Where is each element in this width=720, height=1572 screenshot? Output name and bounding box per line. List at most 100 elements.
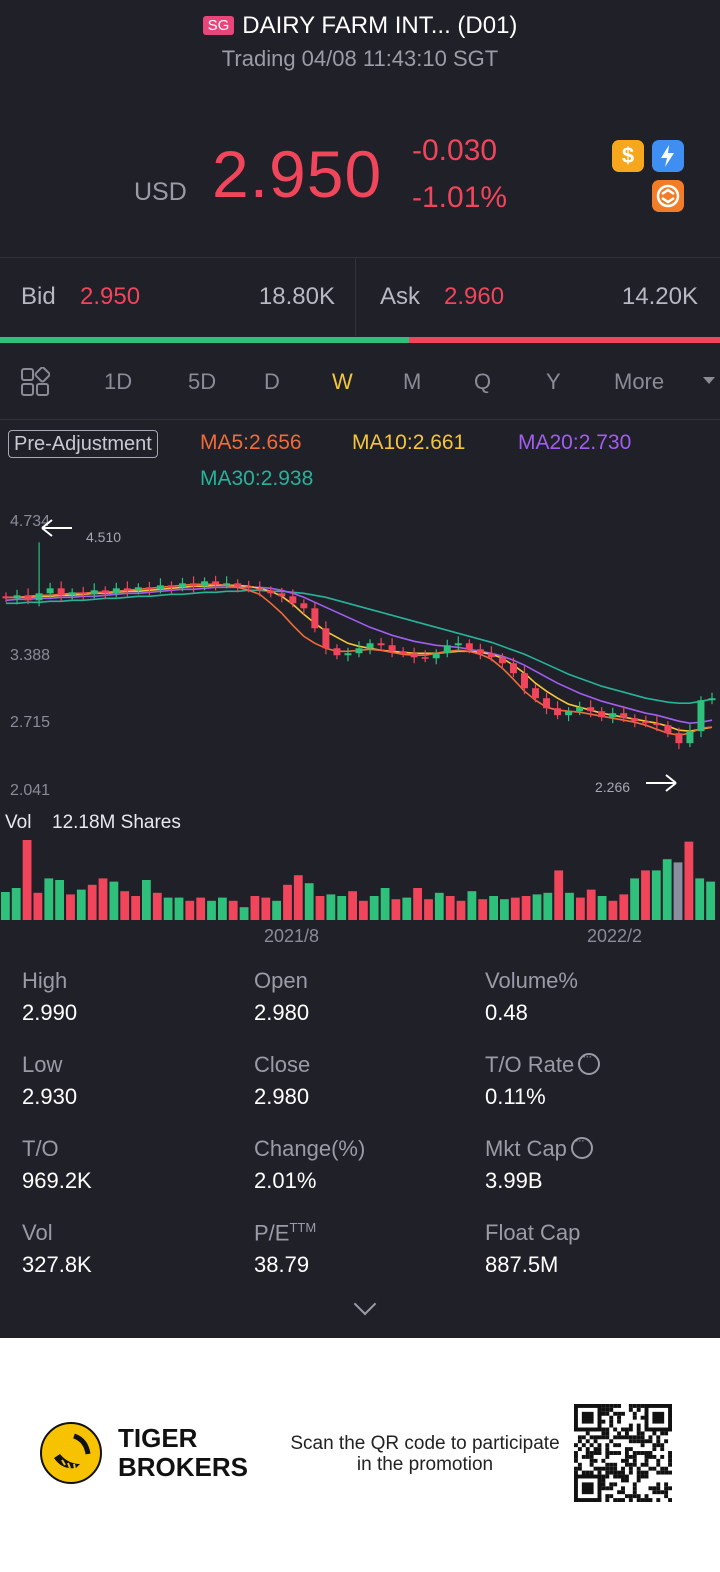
qr-module [613, 1462, 618, 1467]
qr-module [640, 1431, 645, 1436]
volume-bar [434, 892, 444, 920]
chevron-down-icon[interactable] [353, 1292, 377, 1316]
candlestick-chart[interactable]: 4.734 3.388 2.715 2.041 4.510 2.266 Vol … [0, 500, 720, 950]
qr-module [640, 1435, 645, 1440]
qr-module [617, 1470, 622, 1475]
candle [46, 582, 54, 598]
volume-bar [597, 896, 607, 920]
qr-module [589, 1470, 594, 1475]
stat-label: Change(%) [254, 1136, 366, 1161]
pre-adjustment-button[interactable]: Pre-Adjustment [8, 430, 158, 458]
stock-title[interactable]: SG DAIRY FARM INT... (D01) [0, 12, 720, 40]
qr-module [632, 1482, 637, 1487]
volume-bar [55, 880, 64, 920]
period-tabs: 1D 5D D W M Q Y More [0, 343, 720, 419]
volume-bar [337, 896, 347, 920]
brand-line: BROKERS [118, 1452, 249, 1482]
candle [267, 586, 275, 598]
candle [377, 637, 385, 650]
volume-bar [630, 878, 639, 920]
candle [410, 647, 418, 664]
qr-module [585, 1431, 590, 1436]
qr-module [601, 1427, 606, 1432]
tab-q[interactable]: Q [474, 369, 492, 394]
qr-module [628, 1462, 633, 1467]
dollar-icon[interactable]: $ [612, 140, 644, 172]
volume-bar [478, 899, 488, 920]
qr-module [624, 1474, 629, 1479]
qr-module [589, 1462, 594, 1467]
stat-value: 2.930 [22, 1084, 78, 1109]
candle [598, 707, 606, 722]
x-tick: 2021/8 [264, 926, 319, 946]
qr-module [613, 1466, 618, 1471]
qr-module [605, 1447, 610, 1452]
qr-module [632, 1454, 637, 1459]
stat-label: Open [254, 968, 308, 993]
qr-module [636, 1498, 641, 1502]
tab-y[interactable]: Y [546, 369, 561, 394]
volume-bar [272, 900, 281, 920]
volume-label: Vol [5, 812, 31, 833]
qr-module [617, 1404, 622, 1408]
qr-module [640, 1462, 645, 1467]
qr-module [628, 1407, 633, 1412]
qr-module [613, 1498, 618, 1502]
qr-module [636, 1478, 641, 1483]
qr-module [617, 1415, 622, 1420]
candle [190, 576, 198, 593]
tab-1d[interactable]: 1D [104, 369, 133, 394]
grid-icon[interactable] [20, 367, 50, 397]
stock-name: DAIRY FARM INT... (D01) [242, 12, 518, 39]
tab-more[interactable]: More [614, 369, 665, 394]
volume-bar [196, 897, 206, 920]
promo-text: Scan the QR code to participate in the p… [290, 1433, 560, 1475]
tab-w[interactable]: W [332, 369, 353, 394]
divider [0, 419, 720, 420]
candle [587, 700, 595, 718]
stat-value: 0.48 [485, 1000, 528, 1025]
volume-bar [109, 881, 119, 920]
qr-module [621, 1474, 625, 1479]
volume-bar [120, 891, 130, 920]
volume-bar [174, 897, 184, 920]
candle [443, 639, 451, 658]
bolt-icon[interactable] [652, 140, 684, 172]
volume-bar [348, 891, 357, 920]
qr-module [581, 1435, 586, 1440]
volume-bar [293, 875, 303, 920]
tab-5d[interactable]: 5D [188, 369, 217, 394]
tab-d[interactable]: D [264, 369, 280, 394]
candle [2, 592, 10, 603]
ask-size: 14.20K [621, 283, 698, 310]
swap-icon[interactable] [652, 180, 684, 212]
volume-bar [402, 897, 412, 920]
qr-module [585, 1454, 590, 1459]
qr-module [601, 1411, 606, 1416]
tab-m[interactable]: M [403, 369, 422, 394]
volume-bar [380, 888, 390, 920]
qr-module [664, 1486, 669, 1491]
qr-module [632, 1439, 637, 1444]
qr-module [632, 1411, 637, 1416]
chevron-down-icon[interactable] [703, 377, 715, 384]
qr-module [605, 1431, 610, 1436]
qr-module [644, 1470, 649, 1475]
stat-label: T/O [22, 1136, 59, 1161]
qr-module [597, 1447, 602, 1452]
candle [498, 653, 506, 670]
qr-module [577, 1466, 582, 1471]
qr-module [613, 1427, 618, 1432]
stat-label-text: P/E [254, 1220, 290, 1246]
volume-bar [76, 889, 86, 920]
qr-module [621, 1411, 625, 1416]
more-info-icon[interactable] [570, 1133, 593, 1159]
qr-module [664, 1494, 669, 1499]
trading-status: Trading 04/08 11:43:10 SGT [221, 46, 499, 71]
volume-bar [152, 892, 162, 920]
bid-price: 2.950 [80, 283, 141, 310]
qr-module [621, 1466, 625, 1471]
qr-module [617, 1490, 622, 1495]
more-info-icon[interactable] [578, 1049, 601, 1075]
qr-code[interactable] [574, 1404, 672, 1502]
